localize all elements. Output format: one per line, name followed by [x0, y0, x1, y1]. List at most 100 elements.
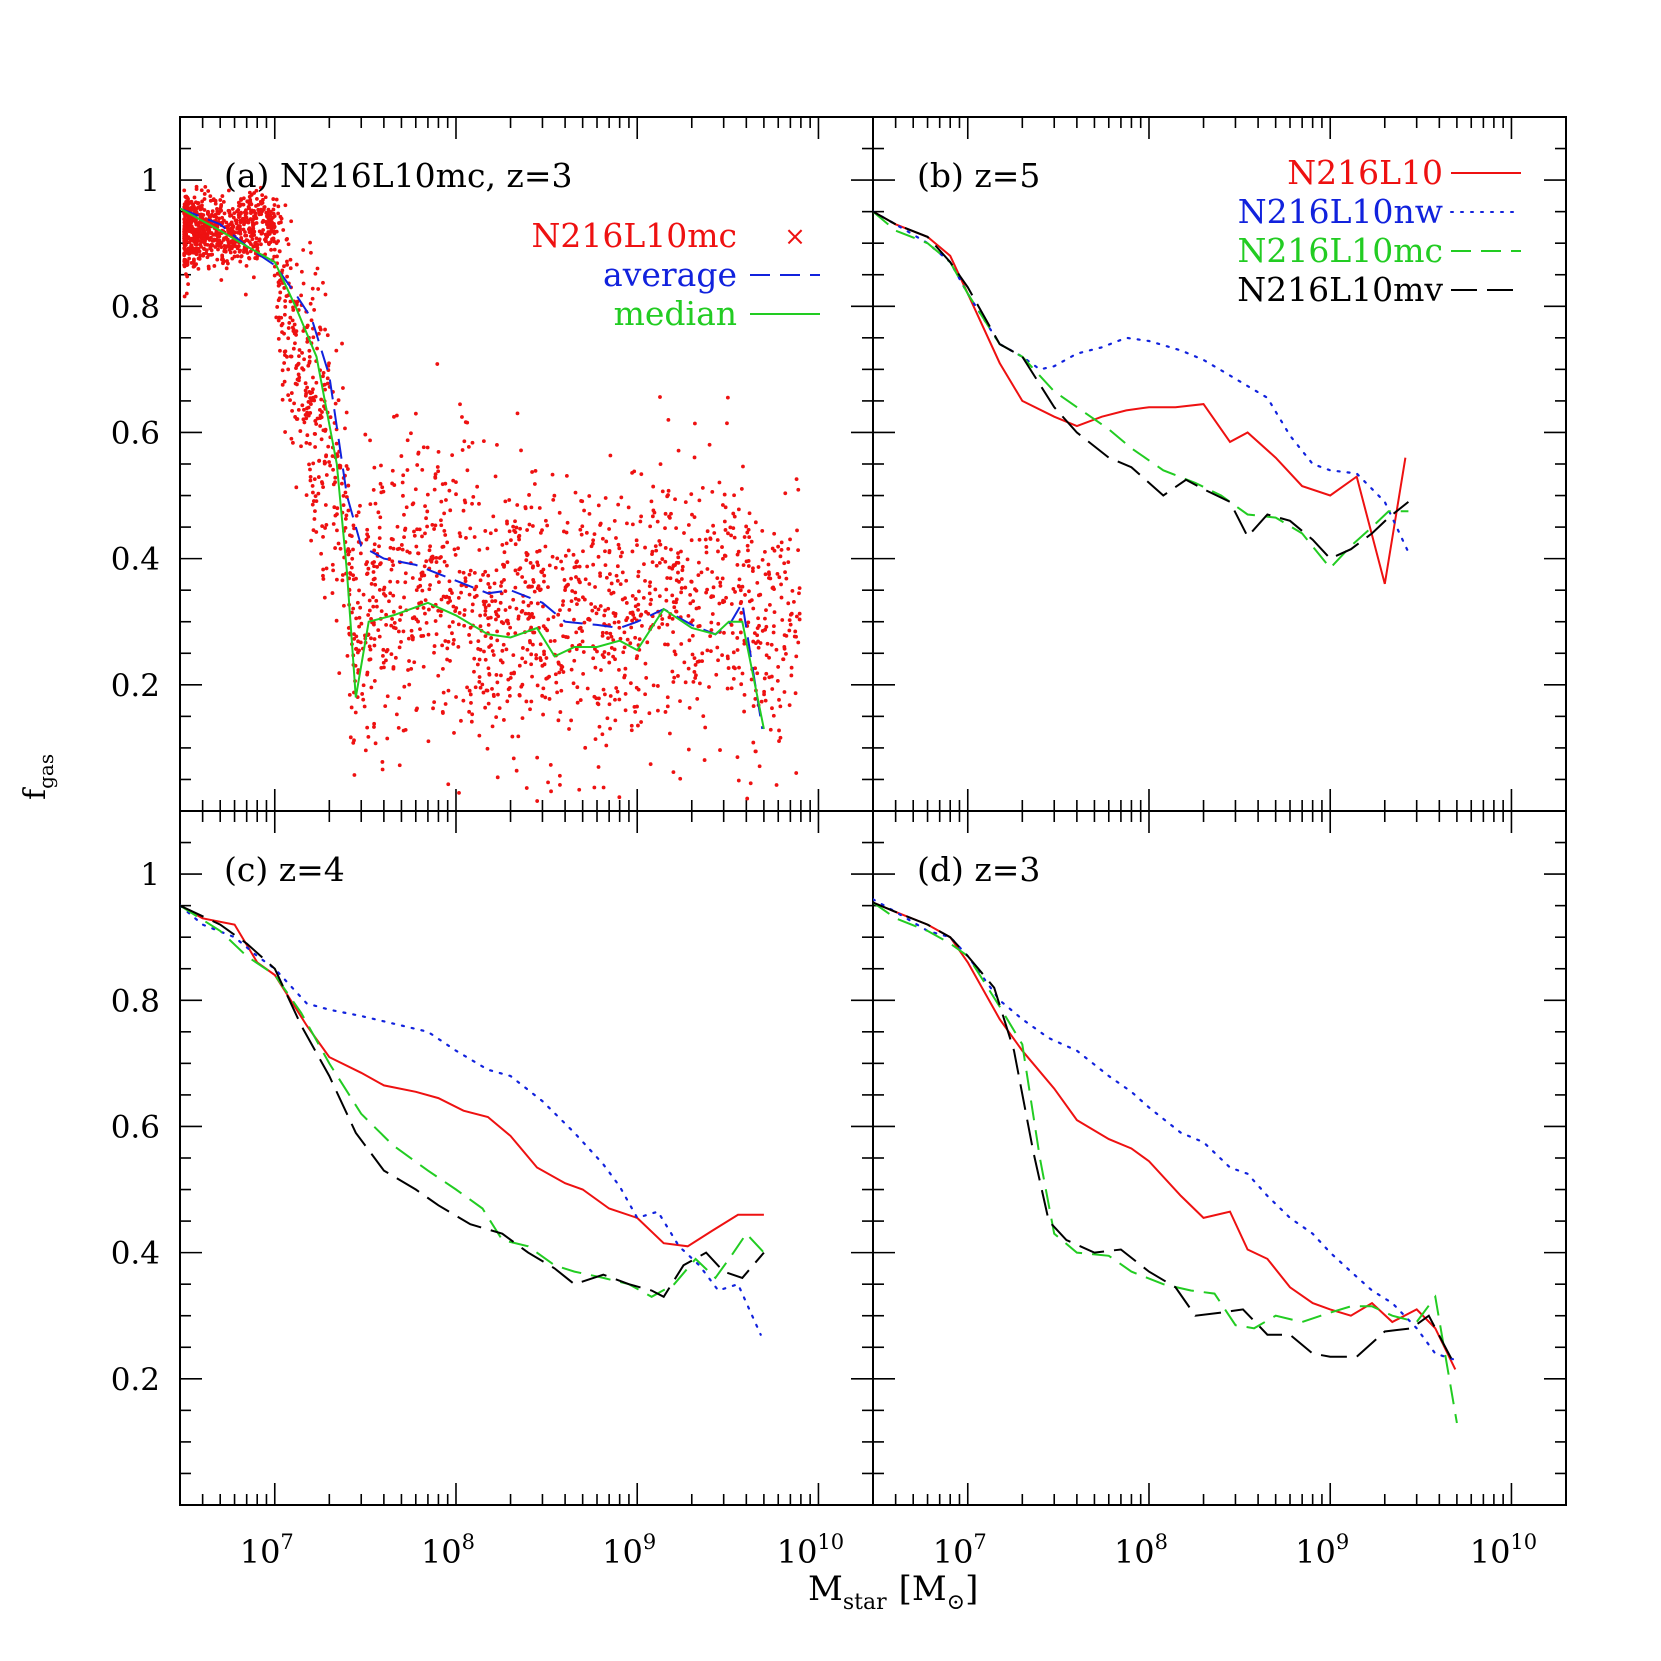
scatter-point	[439, 597, 444, 602]
scatter-point	[660, 617, 665, 621]
scatter-point	[201, 240, 205, 244]
scatter-point	[402, 535, 406, 540]
scatter-point	[183, 249, 188, 253]
scatter-point	[230, 256, 235, 261]
scatter-point	[448, 659, 452, 663]
scatter-point	[425, 524, 430, 529]
scatter-point	[425, 509, 430, 514]
scatter-point	[779, 540, 784, 545]
scatter-point	[241, 196, 246, 201]
scatter-point	[400, 480, 405, 485]
scatter-point	[439, 518, 443, 523]
scatter-point	[529, 652, 534, 657]
scatter-point	[726, 531, 730, 536]
scatter-point	[746, 559, 751, 563]
scatter-point	[674, 609, 679, 614]
scatter-point	[182, 294, 187, 299]
scatter-point	[472, 595, 477, 599]
scatter-point	[491, 514, 496, 519]
scatter-point	[468, 692, 473, 697]
scatter-point	[423, 598, 428, 603]
panel-c-title: (c) z=4	[224, 850, 345, 889]
scatter-point	[303, 381, 308, 386]
scatter-point	[535, 560, 540, 565]
scatter-point	[540, 693, 545, 698]
scatter-point	[514, 768, 519, 773]
scatter-point	[581, 549, 585, 554]
scatter-point	[760, 528, 765, 533]
scatter-point	[575, 559, 579, 564]
scatter-point	[609, 581, 614, 586]
scatter-point	[562, 578, 567, 582]
scatter-point	[297, 378, 301, 383]
scatter-point	[285, 274, 289, 279]
scatter-point	[495, 629, 500, 634]
scatter-point	[704, 590, 709, 595]
scatter-point	[427, 587, 432, 592]
scatter-point	[333, 480, 337, 485]
scatter-point	[347, 549, 352, 554]
scatter-point	[341, 503, 346, 507]
scatter-point	[513, 542, 518, 547]
scatter-point	[445, 657, 449, 662]
scatter-point	[426, 739, 431, 744]
scatter-point	[552, 493, 557, 498]
scatter-point	[608, 631, 613, 636]
scatter-point	[679, 590, 684, 595]
scatter-point	[794, 477, 799, 482]
scatter-point	[639, 514, 644, 519]
scatter-point	[731, 650, 736, 655]
scatter-point	[503, 589, 508, 594]
scatter-point	[363, 432, 368, 437]
panel-c-xtick-label: 1010	[777, 1530, 844, 1571]
scatter-point	[365, 527, 370, 532]
scatter-point	[593, 665, 598, 670]
scatter-point	[431, 706, 435, 711]
scatter-point	[212, 264, 217, 268]
scatter-point	[605, 716, 610, 721]
scatter-point	[735, 755, 740, 760]
scatter-point	[310, 490, 315, 495]
scatter-point	[797, 586, 802, 590]
scatter-point	[604, 539, 609, 544]
scatter-point	[334, 577, 339, 582]
scatter-point	[765, 641, 770, 646]
scatter-point	[664, 587, 669, 592]
scatter-point	[313, 494, 318, 499]
scatter-point	[183, 220, 188, 225]
scatter-point	[343, 516, 348, 521]
scatter-point	[368, 502, 373, 507]
panel-a-ytick-label: 0.4	[111, 542, 160, 578]
scatter-point	[195, 227, 200, 232]
scatter-point	[676, 555, 681, 560]
scatter-point	[536, 584, 541, 589]
scatter-point	[311, 375, 315, 380]
scatter-point	[561, 670, 566, 674]
scatter-point	[321, 573, 325, 578]
scatter-point	[389, 652, 394, 657]
scatter-point	[350, 556, 355, 561]
scatter-point	[577, 579, 582, 584]
panel-d-xtick-label-base: 10	[1114, 1533, 1155, 1571]
scatter-point	[540, 528, 544, 533]
scatter-point	[452, 731, 456, 735]
scatter-point	[341, 386, 345, 390]
scatter-point	[569, 718, 574, 723]
scatter-point	[607, 702, 612, 707]
scatter-point	[477, 501, 481, 506]
scatter-point	[625, 616, 630, 620]
scatter-point	[418, 577, 422, 582]
scatter-point	[546, 617, 551, 622]
scatter-point	[720, 503, 725, 507]
scatter-point	[280, 368, 285, 373]
scatter-point	[470, 501, 474, 506]
scatter-point	[632, 616, 637, 621]
scatter-point	[458, 402, 462, 407]
scatter-point	[462, 613, 467, 617]
scatter-point	[436, 450, 441, 454]
scatter-point	[467, 709, 472, 714]
scatter-point	[692, 515, 697, 520]
panel-a-ytick-label: 1	[140, 163, 160, 199]
scatter-point	[735, 552, 740, 557]
scatter-point	[467, 633, 471, 637]
